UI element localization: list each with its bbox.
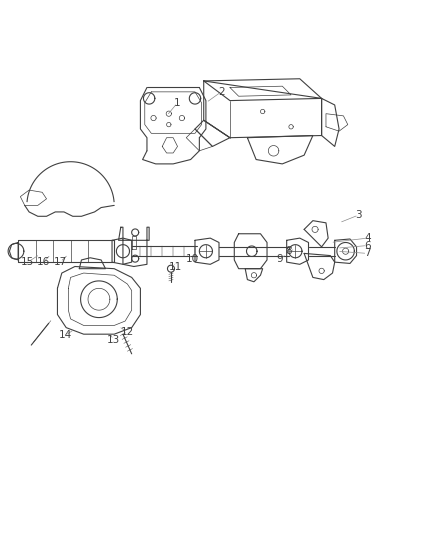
Text: 7: 7 [364,248,371,259]
Text: 3: 3 [355,210,362,220]
Text: 16: 16 [37,257,50,267]
Text: 12: 12 [121,327,134,337]
Text: 1: 1 [174,98,181,108]
Text: 4: 4 [364,233,371,243]
Text: 10: 10 [186,254,199,264]
Text: 13: 13 [107,335,120,345]
Text: 2: 2 [218,87,225,97]
Text: 11: 11 [169,262,182,272]
Text: 9: 9 [277,254,283,264]
Text: 15: 15 [21,257,35,267]
Text: 17: 17 [53,257,67,267]
Text: 6: 6 [364,240,371,251]
Text: 8: 8 [286,246,292,256]
Text: 14: 14 [59,330,72,341]
